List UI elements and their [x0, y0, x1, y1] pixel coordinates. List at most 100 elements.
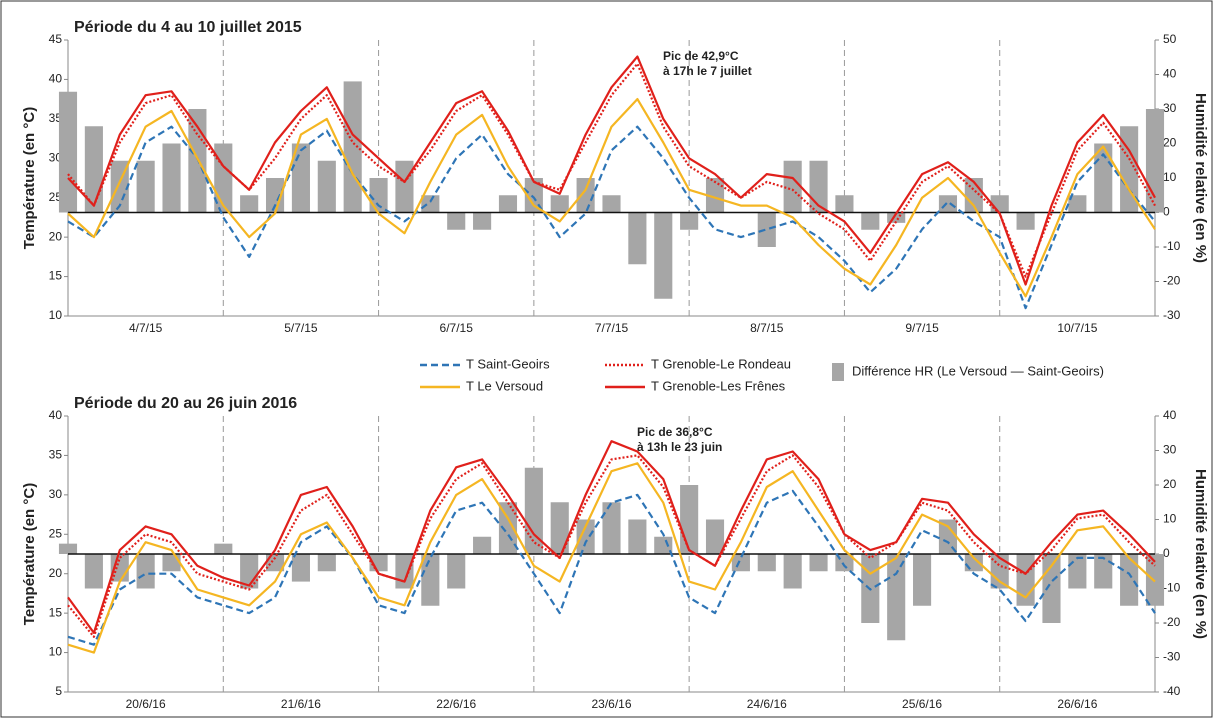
- y2-tick-label: 0: [1163, 546, 1170, 560]
- bar: [1145, 109, 1165, 213]
- y2-tick-label: 0: [1163, 205, 1170, 219]
- bar: [757, 554, 776, 572]
- bar: [1068, 195, 1087, 213]
- bar: [654, 212, 673, 299]
- bar: [887, 554, 906, 641]
- bar: [162, 554, 181, 572]
- bar: [265, 178, 285, 213]
- legend-label: T Saint-Geoirs: [466, 356, 550, 371]
- bar: [447, 554, 466, 589]
- bar: [990, 195, 1009, 213]
- bar: [783, 160, 802, 213]
- y-axis-label: Température (en °C): [21, 483, 38, 625]
- bar: [913, 554, 932, 606]
- annotation: à 17h le 7 juillet: [663, 64, 752, 78]
- bar: [783, 554, 802, 589]
- bar: [576, 178, 595, 213]
- bar: [421, 554, 440, 606]
- bar: [1094, 143, 1113, 213]
- bar: [1120, 126, 1139, 213]
- x-tick-label: 10/7/15: [1057, 321, 1097, 335]
- temperature-line: [67, 55, 1156, 286]
- y2-tick-label: 50: [1163, 32, 1177, 46]
- y2-tick-label: -10: [1163, 581, 1181, 595]
- y-axis-label: Température (en °C): [21, 107, 38, 249]
- bar: [550, 502, 569, 554]
- bar: [136, 160, 155, 213]
- bar: [498, 502, 518, 554]
- y-tick-label: 25: [49, 190, 63, 204]
- y2-axis-label: Humidité relative (en %): [1192, 469, 1209, 639]
- bar: [265, 554, 285, 572]
- bar: [473, 212, 492, 230]
- y2-tick-label: -30: [1163, 308, 1181, 322]
- bar: [705, 178, 725, 213]
- bar: [576, 519, 595, 554]
- bar: [240, 195, 259, 213]
- bar: [938, 519, 958, 554]
- bar: [1094, 554, 1113, 589]
- x-tick-label: 4/7/15: [129, 321, 163, 335]
- legend-swatch: [832, 363, 844, 381]
- x-tick-label: 8/7/15: [750, 321, 784, 335]
- bar: [887, 212, 906, 223]
- x-tick-label: 23/6/16: [591, 697, 631, 711]
- bar: [317, 554, 336, 572]
- bar: [395, 160, 414, 213]
- bar: [705, 519, 725, 554]
- y2-tick-label: -30: [1163, 650, 1181, 664]
- x-tick-label: 9/7/15: [905, 321, 939, 335]
- bar: [395, 554, 414, 589]
- y2-tick-label: 30: [1163, 101, 1177, 115]
- bar: [680, 485, 699, 554]
- bar: [291, 554, 310, 582]
- temperature-line: [67, 462, 1156, 654]
- x-tick-label: 22/6/16: [436, 697, 476, 711]
- y2-tick-label: -20: [1163, 615, 1181, 629]
- bar: [58, 91, 78, 213]
- y-tick-label: 25: [49, 526, 63, 540]
- x-tick-label: 7/7/15: [595, 321, 629, 335]
- bar: [84, 554, 103, 589]
- bar: [1120, 554, 1139, 606]
- annotation: à 13h le 23 juin: [637, 440, 722, 454]
- y-tick-label: 40: [49, 72, 63, 86]
- legend-label: Différence HR (Le Versoud — Saint-Geoirs…: [852, 363, 1104, 378]
- bar: [861, 212, 880, 230]
- panel-title: Période du 20 au 26 juin 2016: [74, 395, 297, 412]
- bar: [1145, 554, 1165, 606]
- bar: [524, 178, 543, 213]
- bar: [809, 554, 828, 572]
- bar: [938, 195, 958, 213]
- y2-tick-label: -10: [1163, 239, 1181, 253]
- y2-tick-label: 20: [1163, 136, 1177, 150]
- y-tick-label: 15: [49, 605, 63, 619]
- x-tick-label: 26/6/16: [1057, 697, 1097, 711]
- y-tick-label: 20: [49, 229, 63, 243]
- y-tick-label: 35: [49, 448, 63, 462]
- bar: [602, 502, 621, 554]
- y-tick-label: 15: [49, 269, 63, 283]
- bar: [214, 543, 233, 554]
- y-tick-label: 35: [49, 111, 63, 125]
- y-tick-label: 10: [49, 308, 63, 322]
- bar: [628, 519, 647, 554]
- bar: [1016, 212, 1035, 230]
- y2-tick-label: -40: [1163, 684, 1181, 698]
- legend-label: T Grenoble-Les Frênes: [651, 378, 786, 393]
- bar: [447, 212, 466, 230]
- x-tick-label: 21/6/16: [281, 697, 321, 711]
- y2-axis-label: Humidité relative (en %): [1192, 93, 1209, 263]
- y2-tick-label: 30: [1163, 443, 1177, 457]
- bar: [343, 81, 362, 213]
- y-tick-label: 45: [49, 32, 63, 46]
- legend-label: T Le Versoud: [466, 378, 543, 393]
- bar: [757, 212, 776, 247]
- bar: [498, 195, 518, 213]
- panel-title: Période du 4 au 10 juillet 2015: [74, 19, 302, 36]
- x-tick-label: 24/6/16: [747, 697, 787, 711]
- bar: [602, 195, 621, 213]
- bar: [654, 536, 673, 554]
